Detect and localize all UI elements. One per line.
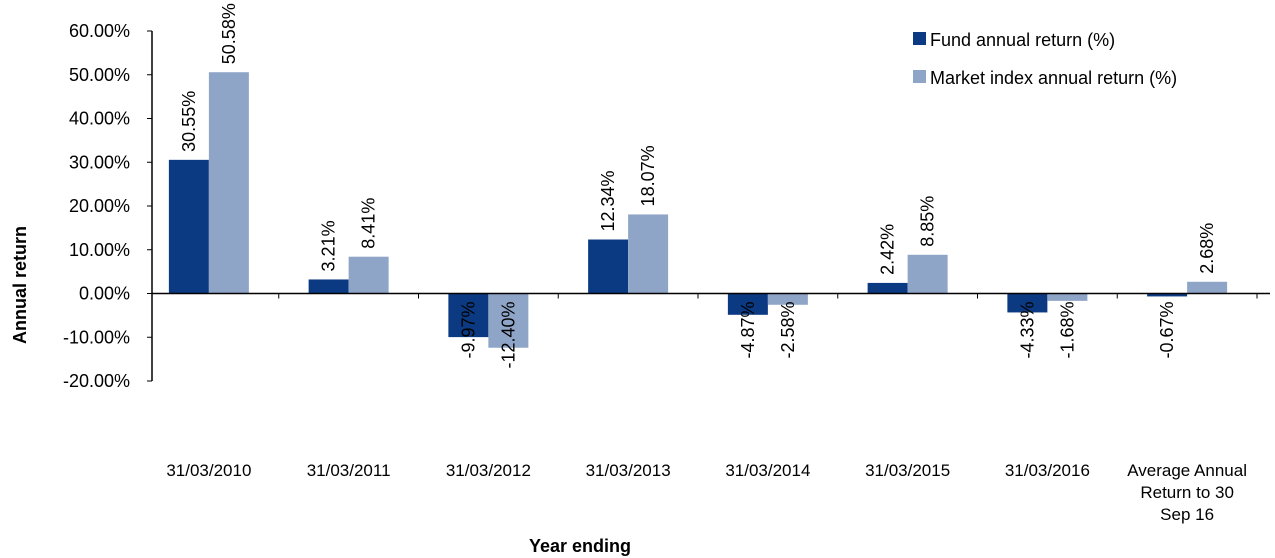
legend: Fund annual return (%) Market index annua…	[913, 30, 1177, 88]
fund-return-bar	[308, 279, 349, 294]
market-index-bar	[628, 214, 669, 294]
legend-label: Fund annual return (%)	[930, 30, 1115, 50]
y-tick-label: 40.00%	[69, 109, 130, 129]
y-tick-label: -10.00%	[63, 327, 130, 347]
x-category-label: Average Annual Return to 30 Sep 16	[1127, 461, 1247, 524]
x-category-label: 31/03/2011	[307, 461, 391, 480]
market-index-bar	[348, 256, 389, 294]
fund-return-bar	[867, 282, 908, 294]
y-tick-label: 50.00%	[69, 65, 130, 85]
fund-return-bar	[727, 293, 768, 315]
y-tick-label: 0.00%	[79, 284, 130, 304]
legend-label: Market index annual return (%)	[930, 68, 1177, 88]
data-label: 8.41%	[359, 198, 379, 249]
data-label: 12.34%	[598, 170, 618, 231]
y-tick-label: 20.00%	[69, 196, 130, 216]
data-label: 2.42%	[878, 224, 898, 275]
x-category-label: 31/03/2010	[166, 461, 251, 480]
x-category-label: 31/03/2012	[446, 461, 531, 480]
data-label: -2.58%	[778, 302, 798, 359]
data-label: -4.87%	[738, 302, 758, 359]
data-labels: 30.55% 50.58% 3.21% 8.41% -9.97% -12.40% 12.34…	[179, 3, 1217, 368]
fund-return-bar	[168, 159, 209, 294]
market-index-bar	[1047, 293, 1088, 301]
data-label: 18.07%	[638, 145, 658, 206]
axes	[151, 31, 1270, 381]
market-index-bar	[767, 293, 808, 305]
y-axis-ticks: 60.00% 50.00% 40.00% 30.00% 20.00% 10.00% 0.00…	[63, 21, 152, 391]
bars	[168, 72, 1228, 348]
legend-swatch	[913, 70, 926, 83]
y-tick-label: 60.00%	[69, 21, 130, 41]
data-label: 30.55%	[179, 91, 199, 152]
y-axis-title: Annual return	[10, 226, 30, 344]
y-tick-label: 30.00%	[69, 152, 130, 172]
x-category-label: 31/03/2014	[725, 461, 810, 480]
market-index-bar	[1187, 281, 1228, 294]
fund-return-bar	[588, 239, 629, 294]
x-category-label: 31/03/2013	[586, 461, 671, 480]
fund-return-bar	[1147, 293, 1188, 297]
data-label: 50.58%	[219, 3, 239, 64]
data-label: 3.21%	[319, 220, 339, 271]
x-axis-title: Year ending	[529, 536, 631, 556]
data-label: -4.33%	[1017, 302, 1037, 359]
x-category-label: 31/03/2016	[1005, 461, 1090, 480]
fund-return-bar	[1007, 293, 1048, 313]
data-label: -9.97%	[458, 302, 478, 359]
y-tick-label: 10.00%	[69, 240, 130, 260]
data-label: -0.67%	[1157, 302, 1177, 359]
data-label: -12.40%	[498, 302, 518, 369]
market-index-bar	[488, 293, 529, 348]
fund-return-bar	[448, 293, 489, 338]
data-label: 8.85%	[918, 196, 938, 247]
data-label: 2.68%	[1197, 223, 1217, 274]
market-index-bar	[907, 254, 948, 294]
x-category-label: 31/03/2015	[865, 461, 950, 480]
x-axis-category-labels: 31/03/2010 31/03/2011 31/03/2012 31/03/2013…	[166, 461, 1247, 524]
market-index-bar	[208, 72, 249, 294]
y-tick-label: -20.00%	[63, 371, 130, 391]
legend-swatch	[913, 32, 926, 45]
data-label: -1.68%	[1057, 302, 1077, 359]
